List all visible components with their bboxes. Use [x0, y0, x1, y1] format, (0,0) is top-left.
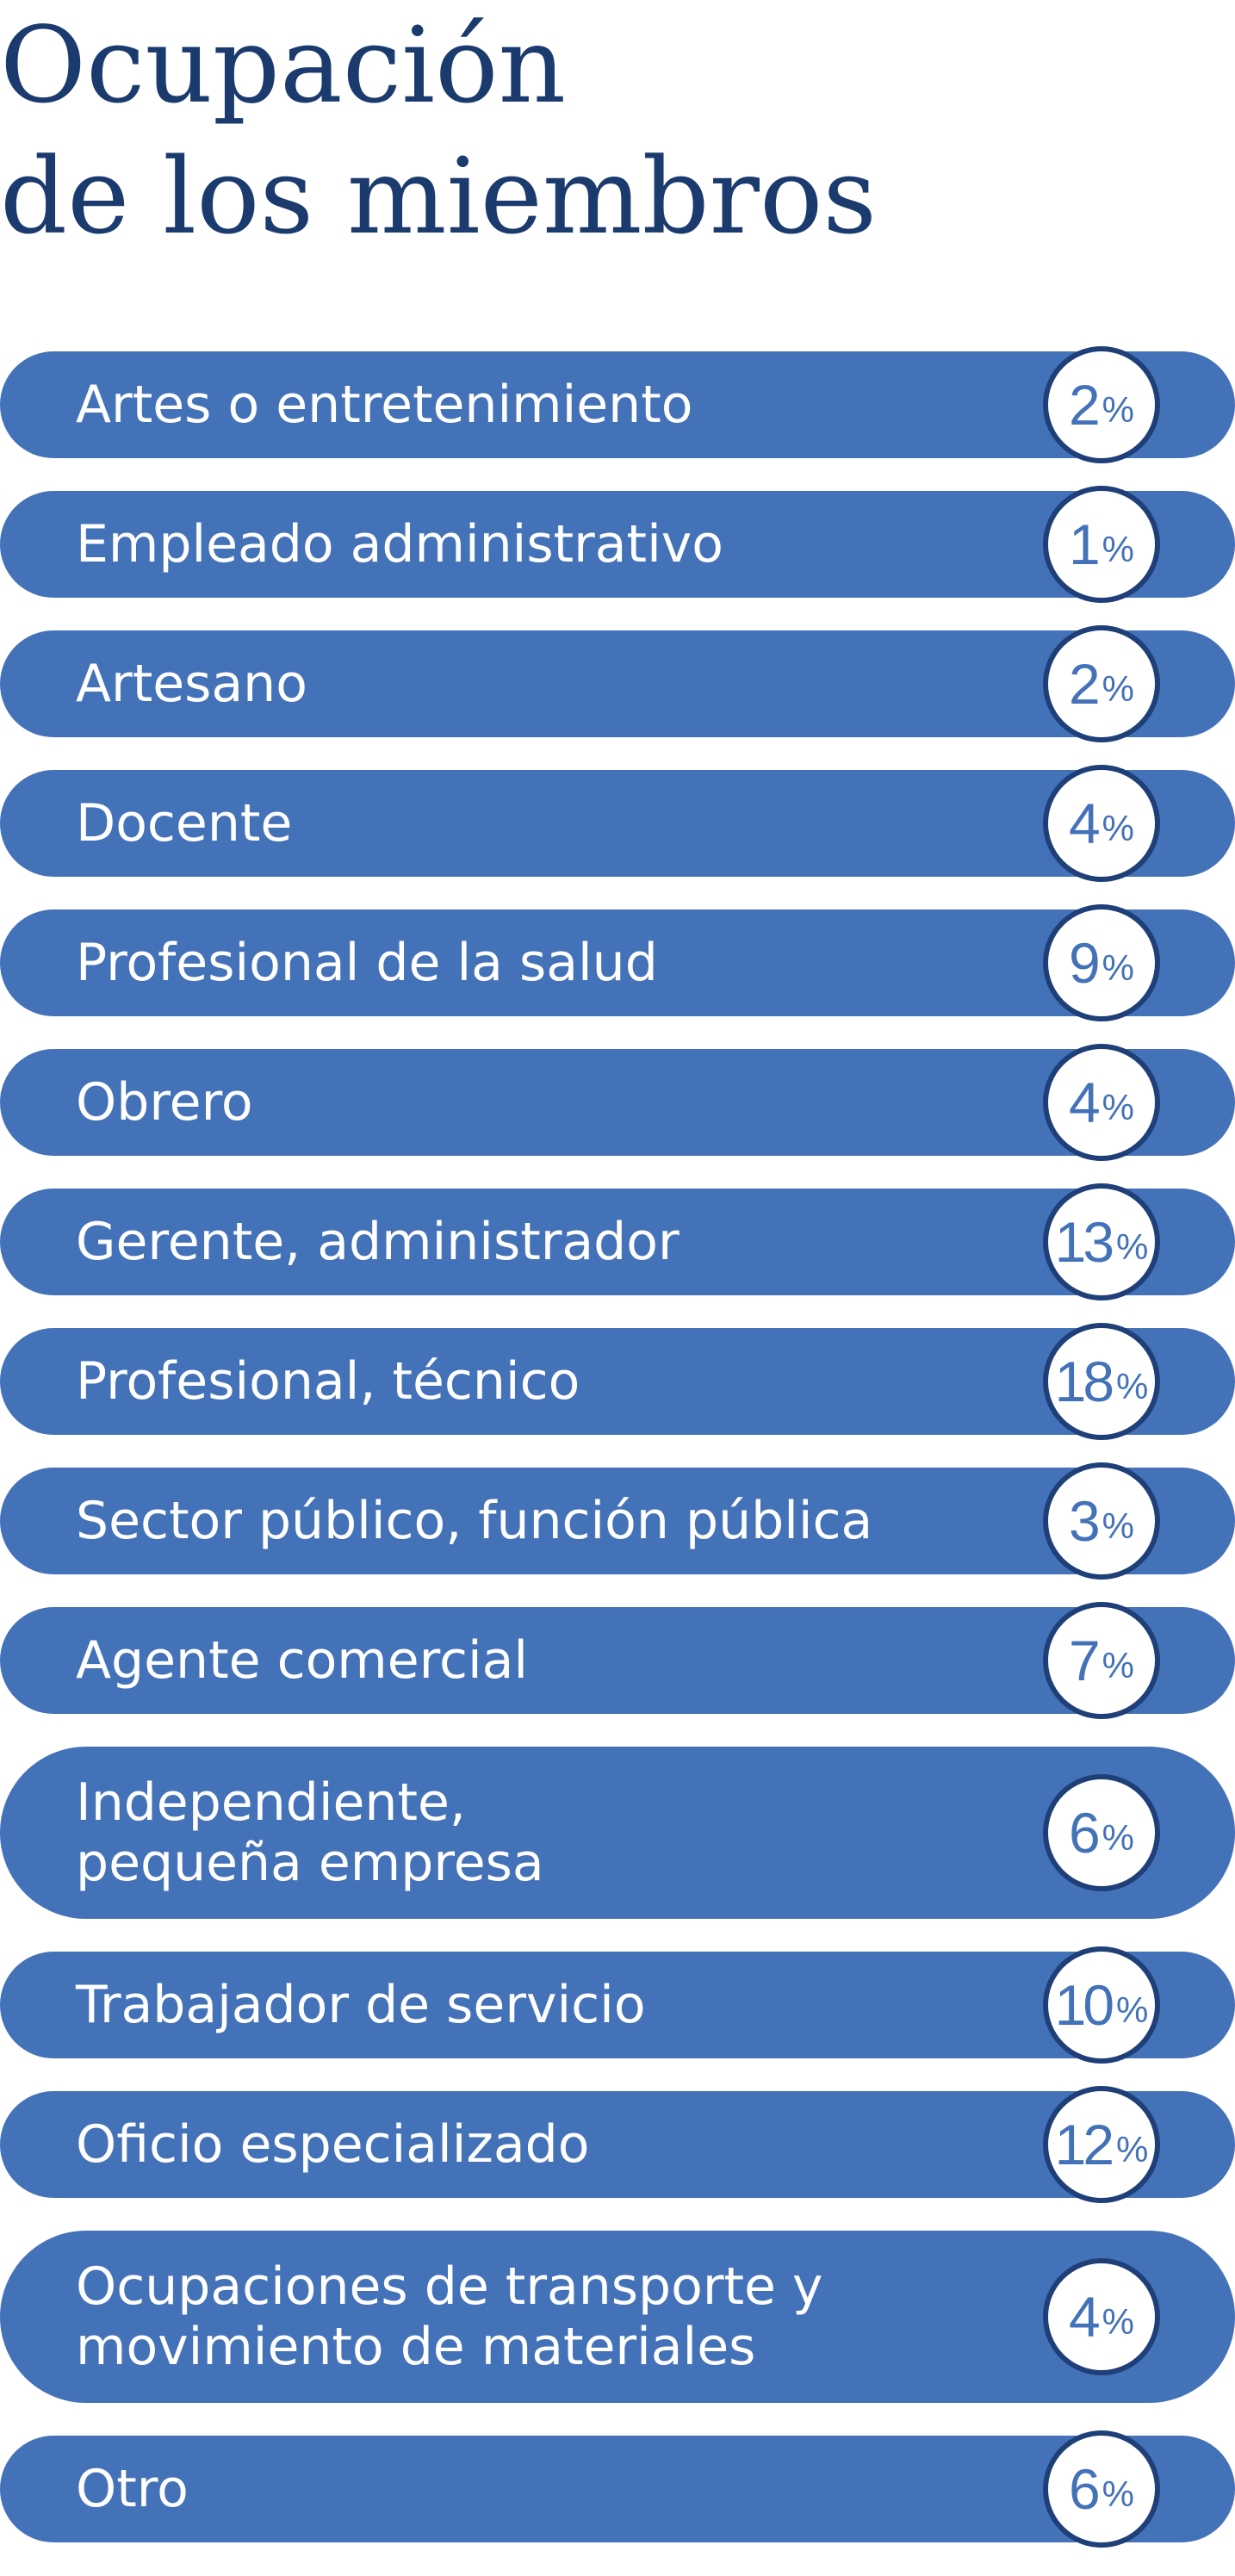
category-bar [0, 1189, 1235, 1295]
percentage-value: 4 [1068, 2285, 1101, 2349]
occupation-row: Docente 4% [0, 765, 1235, 882]
percentage-value: 6 [1068, 2457, 1101, 2521]
percent-sign: % [1102, 2474, 1135, 2514]
percentage-value: 2 [1068, 652, 1101, 716]
category-label: Empleado administrativo [76, 514, 723, 574]
category-label: Agente comercial [76, 1630, 529, 1691]
category-bar [0, 909, 1235, 1016]
percentage-value: 12 [1054, 2113, 1114, 2176]
category-bar [0, 630, 1235, 737]
percentage-badge: 3% [1043, 1462, 1160, 1580]
percent-sign: % [1102, 668, 1135, 709]
percent-sign: % [1116, 2129, 1149, 2169]
category-bar [0, 351, 1235, 458]
category-label: Profesional de la salud [76, 933, 658, 993]
category-label: Sector público, función pública [76, 1491, 873, 1551]
percentage-badge: 10% [1043, 1946, 1160, 2064]
occupation-row: Profesional de la salud 9% [0, 904, 1235, 1021]
occupation-row: Artes o entretenimiento 2% [0, 346, 1235, 463]
category-bar [0, 1468, 1235, 1574]
occupation-row: Agente comercial 7% [0, 1602, 1235, 1719]
category-label: Artesano [76, 654, 307, 714]
category-label: Obrero [76, 1072, 253, 1133]
percentage-badge: 4% [1043, 1044, 1160, 1161]
percentage-value: 2 [1068, 373, 1101, 437]
occupation-row: Gerente, administrador 13% [0, 1183, 1235, 1300]
percent-sign: % [1102, 947, 1135, 988]
category-bar [0, 491, 1235, 598]
percentage-badge: 9% [1043, 904, 1160, 1021]
occupation-row: Artesano 2% [0, 625, 1235, 742]
percentage-value: 4 [1068, 791, 1101, 855]
percent-sign: % [1102, 529, 1135, 569]
category-bar [0, 1747, 1235, 1919]
percent-sign: % [1102, 2301, 1135, 2342]
occupation-row: Obrero 4% [0, 1044, 1235, 1161]
category-label: Ocupaciones de transporte y movimiento d… [76, 2256, 823, 2377]
category-bar [0, 1328, 1235, 1435]
category-bar [0, 2436, 1235, 2542]
percentage-badge: 18% [1043, 1323, 1160, 1440]
percent-sign: % [1102, 1817, 1135, 1858]
percentage-value: 6 [1068, 1801, 1101, 1865]
percentage-badge: 6% [1043, 1774, 1160, 1891]
percentage-value: 4 [1068, 1071, 1101, 1134]
category-bar [0, 2091, 1235, 2198]
page-title: Ocupación de los miembros [0, 0, 1235, 262]
percentage-badge: 4% [1043, 765, 1160, 882]
percentage-badge: 6% [1043, 2430, 1160, 2548]
percent-sign: % [1102, 1087, 1135, 1127]
percentage-badge: 2% [1043, 625, 1160, 742]
percentage-value: 1 [1068, 512, 1101, 576]
occupation-row: Profesional, técnico 18% [0, 1323, 1235, 1440]
percentage-value: 18 [1054, 1350, 1114, 1413]
percentage-badge: 13% [1043, 1183, 1160, 1300]
percentage-badge: 7% [1043, 1602, 1160, 1719]
occupation-row: Sector público, función pública 3% [0, 1462, 1235, 1580]
category-label: Profesional, técnico [76, 1351, 580, 1412]
occupation-row: Trabajador de servicio 10% [0, 1946, 1235, 2064]
percent-sign: % [1116, 1226, 1149, 1267]
category-bar [0, 1952, 1235, 2058]
percentage-value: 10 [1054, 1973, 1114, 2037]
percent-sign: % [1102, 808, 1135, 848]
category-label: Artes o entretenimiento [76, 375, 693, 435]
occupation-row: Oficio especializado 12% [0, 2086, 1235, 2203]
category-bar [0, 1607, 1235, 1714]
percentage-value: 9 [1068, 931, 1101, 995]
occupation-row: Empleado administrativo 1% [0, 486, 1235, 603]
percent-sign: % [1102, 1645, 1135, 1685]
title-line-1: Ocupación [0, 4, 567, 127]
category-label: Oficio especializado [76, 2114, 590, 2175]
occupation-row: Ocupaciones de transporte y movimiento d… [0, 2231, 1235, 2403]
percentage-badge: 12% [1043, 2086, 1160, 2203]
percent-sign: % [1102, 1505, 1135, 1546]
category-label: Independiente, pequeña empresa [76, 1772, 544, 1893]
percentage-value: 7 [1068, 1629, 1101, 1692]
percentage-badge: 2% [1043, 346, 1160, 463]
category-label: Otro [76, 2459, 189, 2519]
category-label: Gerente, administrador [76, 1212, 680, 1272]
category-label: Docente [76, 793, 293, 853]
percent-sign: % [1116, 1989, 1149, 2030]
category-bar [0, 1049, 1235, 1156]
percentage-badge: 4% [1043, 2258, 1160, 2375]
category-bar [0, 2231, 1235, 2403]
occupation-row: Otro 6% [0, 2430, 1235, 2548]
percentage-value: 3 [1068, 1489, 1101, 1553]
occupation-row: Independiente, pequeña empresa 6% [0, 1747, 1235, 1919]
percentage-badge: 1% [1043, 486, 1160, 603]
percent-sign: % [1102, 389, 1135, 430]
percentage-value: 13 [1054, 1210, 1114, 1274]
title-line-2: de los miembros [0, 135, 877, 258]
category-label: Trabajador de servicio [76, 1975, 646, 2035]
category-bar [0, 770, 1235, 877]
percent-sign: % [1116, 1366, 1149, 1406]
